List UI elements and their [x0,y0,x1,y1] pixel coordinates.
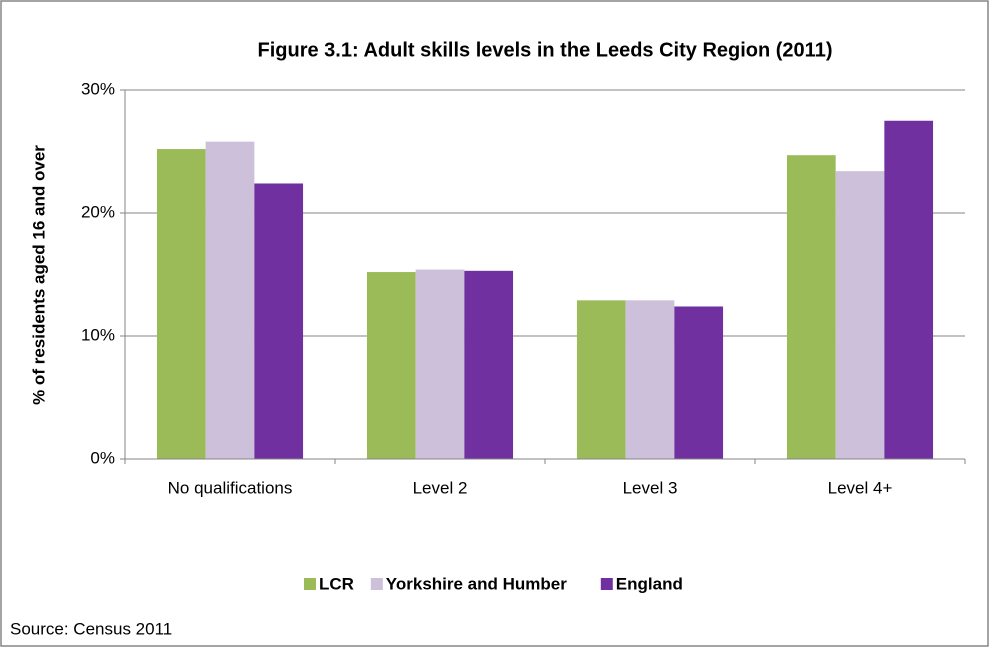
x-tick-label: Level 4+ [828,478,893,497]
bar [884,120,934,459]
y-axis-label: % of residents aged 16 and over [29,145,48,405]
bar [464,270,514,459]
chart-title: Figure 3.1: Adult skills levels in the L… [258,39,833,61]
y-tick-label: 10% [81,325,115,344]
y-tick-label: 20% [81,202,115,221]
bar [674,306,724,459]
legend-swatch [370,578,383,590]
bar [786,155,836,459]
legend-label: Yorkshire and Humber [386,574,567,593]
bar [625,300,675,459]
y-tick-label: 30% [81,79,115,98]
bar [366,272,416,459]
legend-label: England [616,574,683,593]
x-tick-label: Level 3 [623,478,678,497]
bar [415,269,465,459]
x-tick-label: Level 2 [413,478,468,497]
source-note: Source: Census 2011 [10,619,172,638]
y-tick-label: 0% [90,448,115,467]
bar [254,183,304,460]
bar [576,300,626,459]
bar [205,141,255,459]
legend-swatch [600,578,613,590]
x-tick-label: No qualifications [168,478,293,497]
legend-swatch [304,578,316,590]
legend-label: LCR [319,574,354,593]
bar [835,171,885,459]
bar [156,149,206,460]
